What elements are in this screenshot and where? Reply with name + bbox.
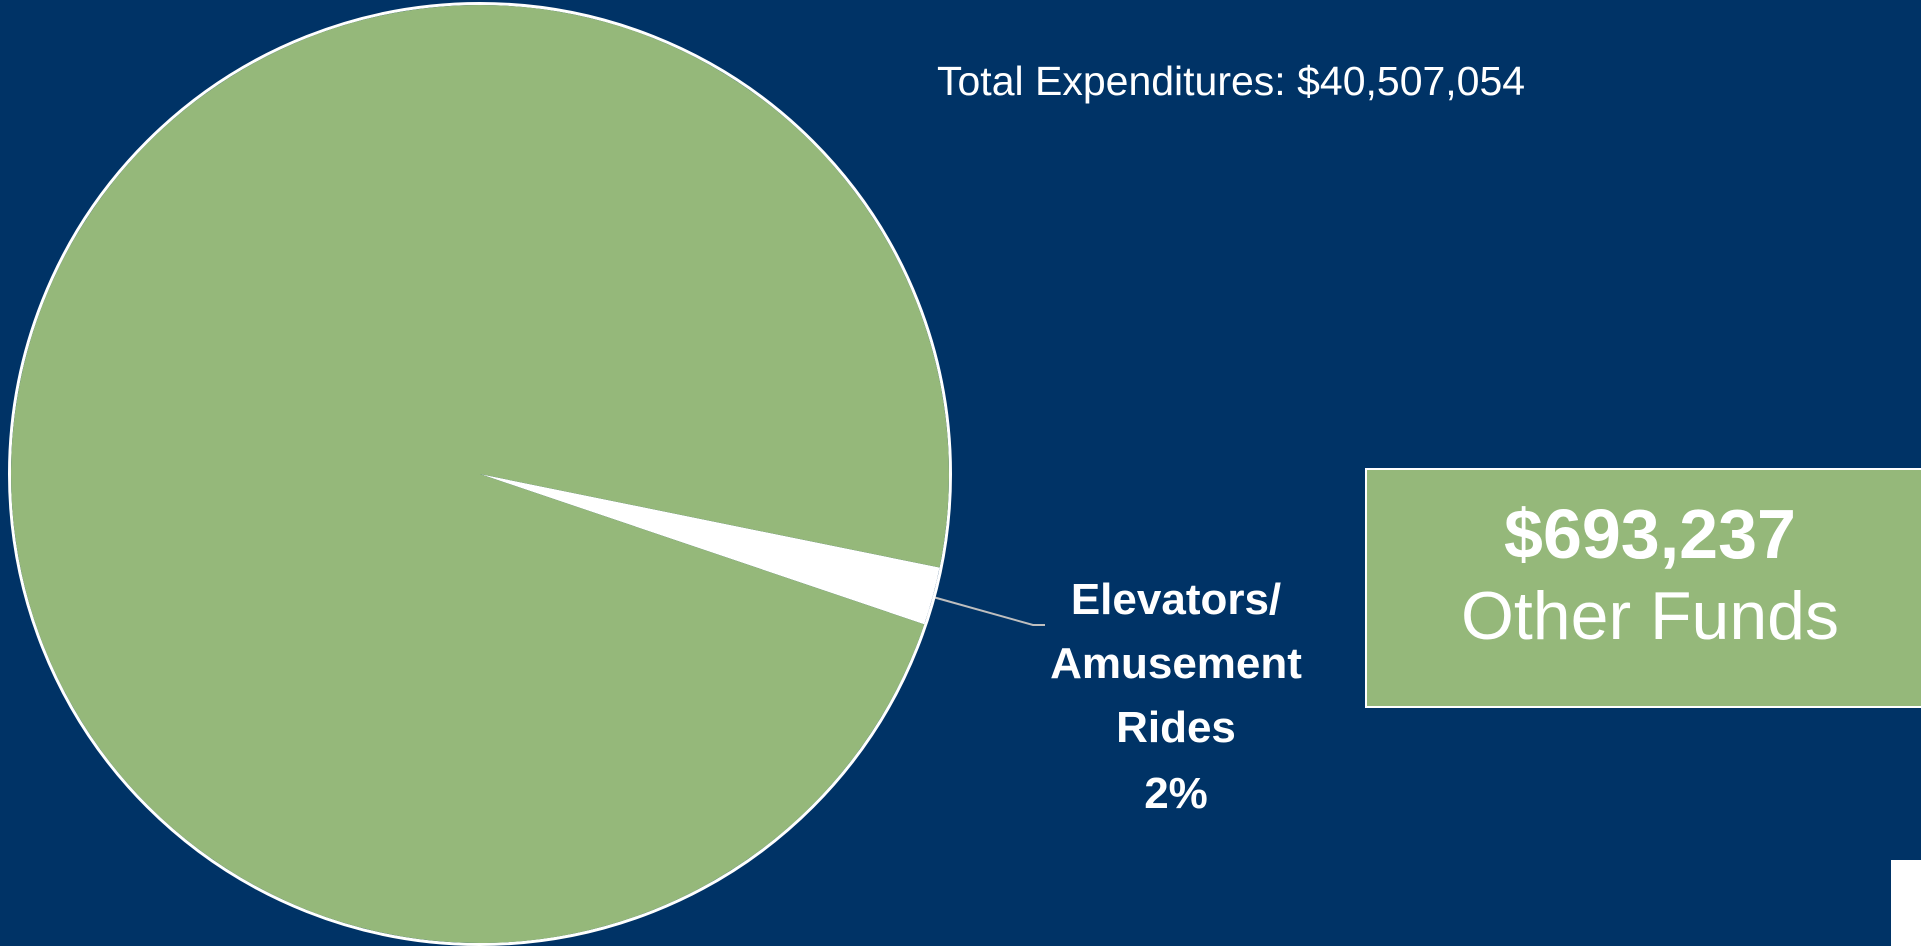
pie-slice — [480, 474, 940, 625]
slice-label: Elevators/ Amusement Rides — [1050, 575, 1302, 752]
chart-title: Total Expenditures: $40,507,054 — [937, 58, 1526, 104]
callout-amount: $693,237 — [1504, 495, 1796, 573]
pie-outline — [8, 2, 952, 946]
pie-slice — [10, 5, 949, 944]
decoration — [1891, 860, 1921, 946]
leader-line — [932, 596, 1045, 626]
callout-box: $693,237 Other Funds — [1365, 468, 1921, 708]
callout-label: Other Funds — [1461, 578, 1839, 654]
slice-value-label: 2% — [1144, 769, 1208, 818]
